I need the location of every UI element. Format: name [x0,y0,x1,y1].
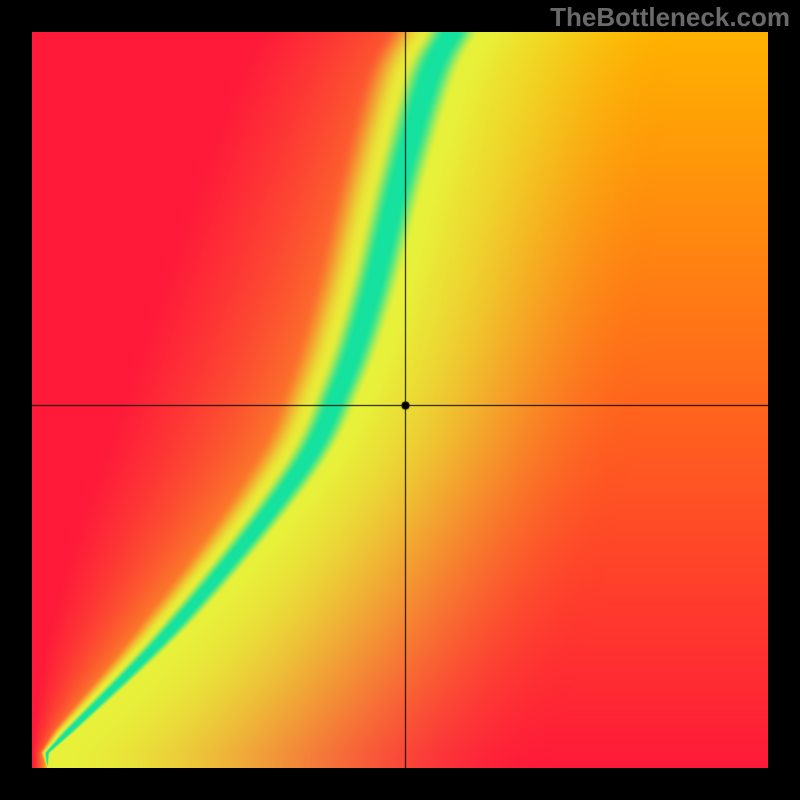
image-root: TheBottleneck.com [0,0,800,800]
watermark-label: TheBottleneck.com [550,2,790,33]
bottleneck-heatmap [32,32,768,768]
